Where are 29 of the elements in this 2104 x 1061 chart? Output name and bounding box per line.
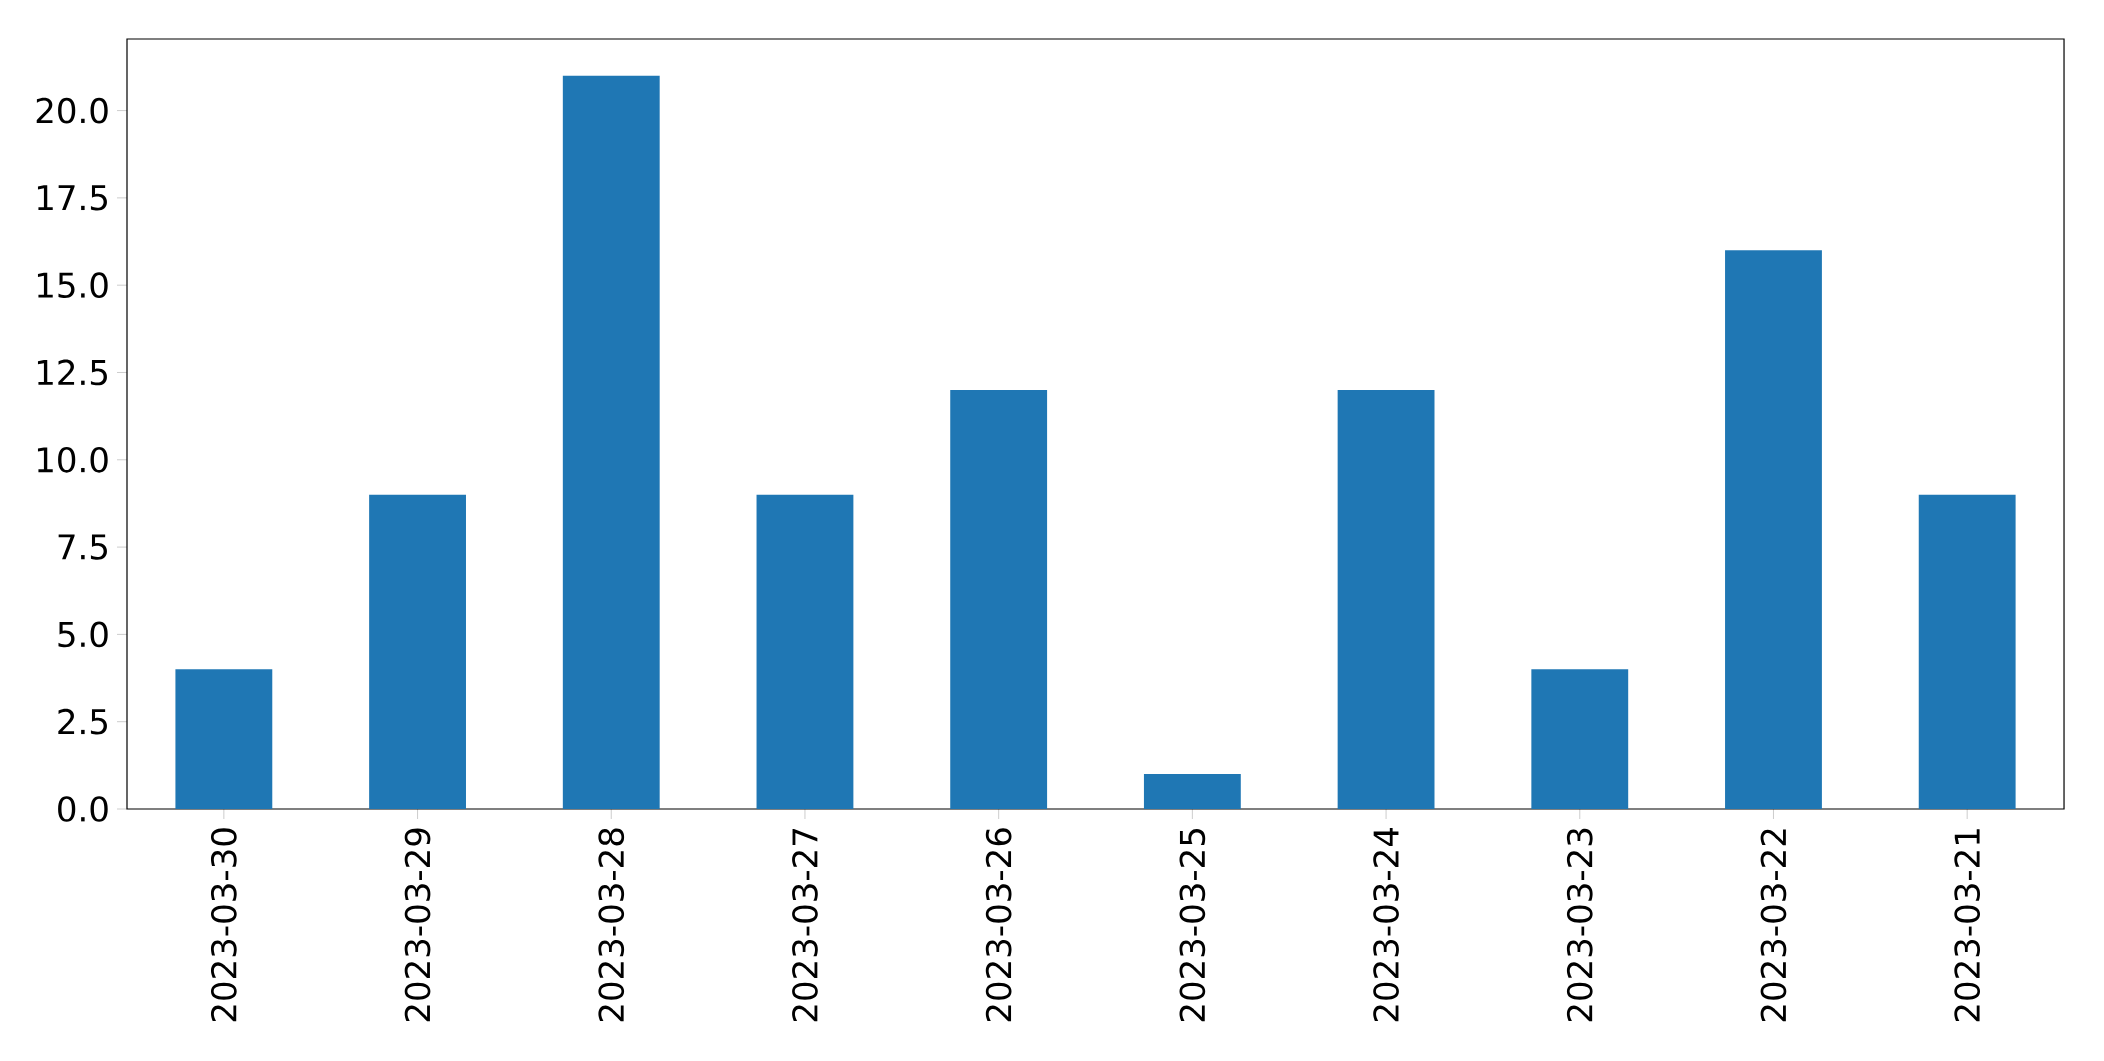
y-tick-label: 12.5: [37, 359, 107, 386]
x-tick-label: 2023-03-27: [792, 829, 818, 1022]
bar: [950, 389, 1048, 809]
x-tick-label: 2023-03-28: [598, 828, 625, 1022]
x-tick-label: 2023-03-23: [1566, 828, 1593, 1022]
x-tick-label: 2023-03-26: [985, 828, 1012, 1022]
x-tick-label: 2023-03-24: [1373, 828, 1399, 1022]
bar: [1337, 389, 1435, 809]
bar: [1725, 250, 1822, 809]
bar: [1531, 669, 1629, 809]
bar: [1918, 494, 2016, 809]
y-tick-label: 7.5: [58, 534, 107, 560]
y-tick-label: 0.0: [58, 796, 108, 822]
x-tick-label: 2023-03-29: [404, 828, 431, 1022]
bar: [756, 494, 854, 809]
x-tick-label: 2023-03-21: [1954, 829, 1981, 1022]
y-tick-label: 15.0: [37, 272, 108, 299]
y-tick-label: 20.0: [36, 97, 108, 124]
x-tick-label: 2023-03-22: [1760, 829, 1787, 1022]
y-tick-label: 10.0: [37, 446, 108, 473]
bar: [562, 75, 660, 809]
bar: [1143, 774, 1241, 809]
x-tick-label: 2023-03-30: [210, 828, 237, 1022]
bar: [175, 669, 273, 809]
bar: [369, 494, 466, 809]
x-tick-label: 2023-03-25: [1179, 829, 1206, 1022]
y-tick-label: 17.5: [37, 185, 107, 211]
y-tick-label: 2.5: [58, 708, 107, 735]
y-tick-label: 5.0: [58, 621, 108, 648]
